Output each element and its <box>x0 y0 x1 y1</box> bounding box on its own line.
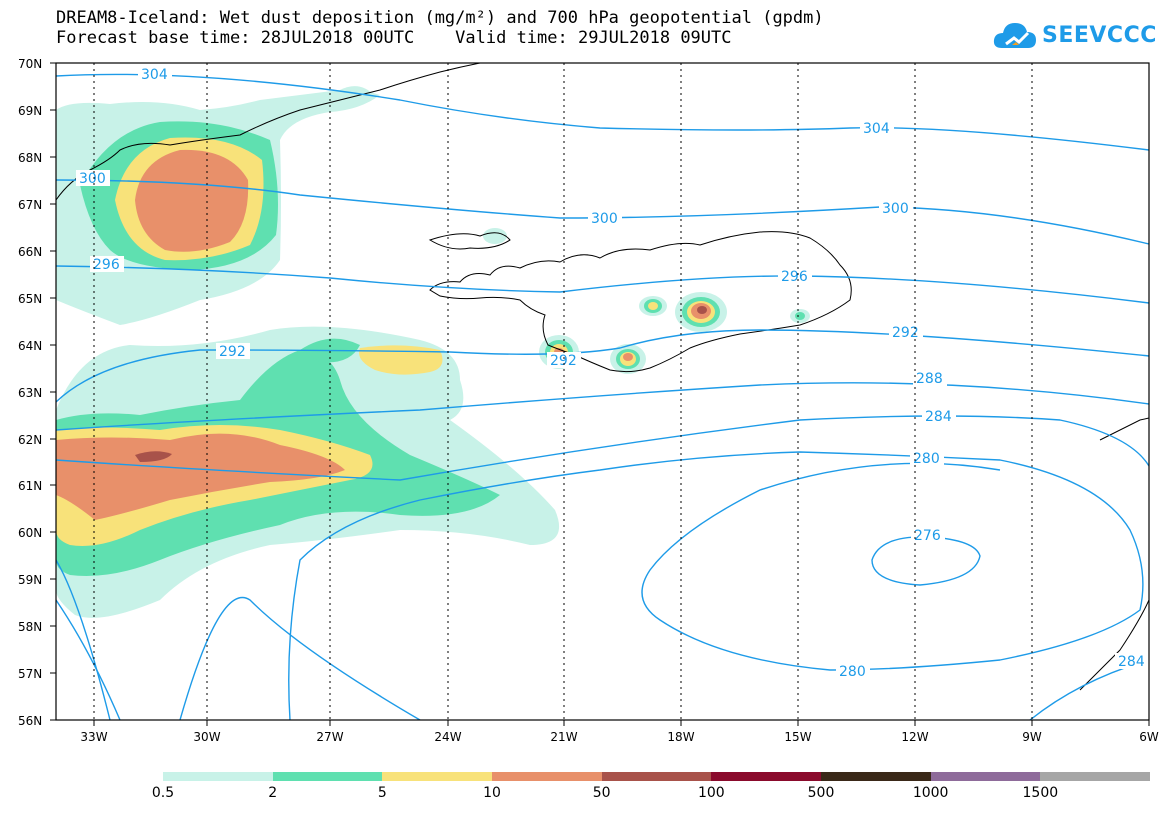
legend-swatch <box>492 772 602 781</box>
cloud-icon <box>993 23 1036 48</box>
legend-label: 1000 <box>912 785 949 801</box>
contour-label: 292 <box>550 353 577 369</box>
contour-288 <box>56 382 1149 431</box>
legend-swatch <box>711 772 822 781</box>
contour-label: 288 <box>916 371 943 387</box>
lon-label: 18W <box>667 730 694 744</box>
contour-label: 280 <box>913 451 940 467</box>
legend-label: 50 <box>592 785 611 801</box>
lon-label: 33W <box>80 730 107 744</box>
contour-label: 300 <box>79 171 106 187</box>
legend-label: 0.5 <box>151 785 175 801</box>
contour-label: 300 <box>882 201 909 217</box>
lat-label: 66N <box>18 245 42 259</box>
lon-labels: 33W 30W 27W 24W 21W 18W 15W 12W 9W 6W <box>80 730 1158 744</box>
contour-label: 280 <box>839 664 866 680</box>
lon-label: 24W <box>434 730 461 744</box>
lon-label: 12W <box>901 730 928 744</box>
legend-swatch <box>272 772 383 781</box>
legend-swatch <box>821 772 931 781</box>
logo-text: SEEVCCC <box>1042 22 1157 48</box>
greenland-coastline <box>55 62 481 201</box>
legend-label: 2 <box>268 785 278 801</box>
contour-labels: 304 304 300 300 300 296 296 292 292 292 … <box>76 66 1149 680</box>
legend-swatch <box>163 772 273 781</box>
lat-label: 61N <box>18 479 42 493</box>
lat-labels: 70N 69N 68N 67N 66N 65N 64N 63N 62N 61N … <box>18 57 42 728</box>
lat-label: 69N <box>18 104 42 118</box>
lat-label: 60N <box>18 526 42 540</box>
lat-label: 58N <box>18 620 42 634</box>
legend-label: 500 <box>807 785 835 801</box>
contour-label: 296 <box>93 257 120 273</box>
legend-label: 1500 <box>1022 785 1059 801</box>
lat-label: 68N <box>18 151 42 165</box>
contour-280 <box>56 451 1144 720</box>
contour-label: 300 <box>591 211 618 227</box>
legend-swatch <box>382 772 493 781</box>
lat-label: 57N <box>18 667 42 681</box>
iceland-coastline <box>429 231 852 373</box>
lat-label: 67N <box>18 198 42 212</box>
seevccc-logo: SEEVCCC <box>992 14 1157 56</box>
contour-label: 276 <box>914 528 941 544</box>
contour-label: 292 <box>219 344 246 360</box>
lon-label: 30W <box>193 730 220 744</box>
legend-labels: 0.5 2 5 10 50 100 500 1000 1500 <box>0 785 1175 803</box>
contour-300 <box>56 179 1149 245</box>
legend-swatch <box>601 772 712 781</box>
lat-label: 64N <box>18 339 42 353</box>
contour-label: 296 <box>781 269 808 285</box>
legend-label: 10 <box>483 785 501 801</box>
contour-label: 304 <box>863 121 890 137</box>
dust-fields <box>56 86 810 618</box>
lat-label: 63N <box>18 386 42 400</box>
legend-label: 100 <box>697 785 725 801</box>
color-legend <box>163 772 1151 781</box>
lon-label: 27W <box>316 730 343 744</box>
lon-label: 9W <box>1022 730 1042 744</box>
contour-276 <box>871 536 981 586</box>
lon-label: 15W <box>784 730 811 744</box>
lat-label: 70N <box>18 57 42 71</box>
lon-label: 6W <box>1139 730 1159 744</box>
axis-ticks <box>50 62 1150 726</box>
lon-gridlines <box>93 63 1033 720</box>
lat-label: 59N <box>18 573 42 587</box>
contour-label: 304 <box>141 67 168 83</box>
coastlines <box>55 62 1150 691</box>
contour-label: 284 <box>925 409 952 425</box>
contour-label: 292 <box>892 325 919 341</box>
legend-swatch <box>1040 772 1151 781</box>
contour-304 <box>56 73 1149 151</box>
legend-swatch <box>930 772 1041 781</box>
lat-label: 56N <box>18 714 42 728</box>
legend-label: 5 <box>377 785 387 801</box>
map-subtitle: Forecast base time: 28JUL2018 00UTC Vali… <box>56 28 732 48</box>
lat-label: 65N <box>18 292 42 306</box>
lon-label: 21W <box>550 730 577 744</box>
contour-296 <box>56 265 1149 304</box>
lat-label: 62N <box>18 433 42 447</box>
map-title: DREAM8-Iceland: Wet dust deposition (mg/… <box>56 8 824 28</box>
contour-label: 284 <box>1118 654 1145 670</box>
contour-284 <box>56 415 1149 720</box>
